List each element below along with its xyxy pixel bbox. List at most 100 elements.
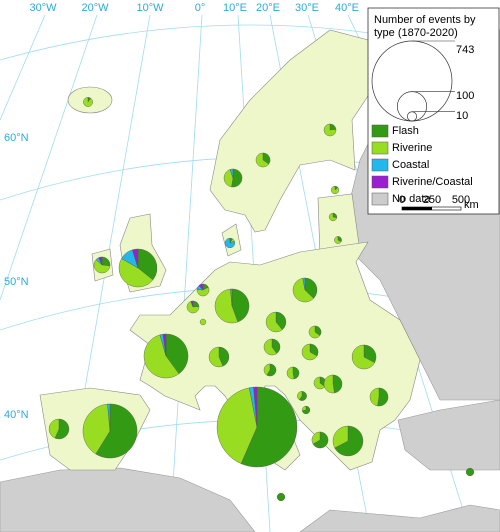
legend-swatch	[371, 141, 389, 155]
pie	[328, 212, 338, 222]
pie-wedge	[332, 425, 349, 449]
longitude-label: 20°E	[256, 2, 280, 14]
pie-wedge	[308, 325, 321, 339]
pie-wedge	[301, 405, 307, 412]
pie-wedge	[304, 277, 318, 299]
size-legend-label: 10	[456, 110, 468, 122]
latitude-label: 40°N	[4, 409, 29, 421]
pie	[224, 237, 236, 249]
pie-wedge	[286, 366, 295, 380]
legend-label: Flash	[392, 125, 419, 137]
pie	[334, 236, 342, 244]
africa	[0, 467, 256, 532]
legend-box	[367, 7, 500, 215]
pie-wedge	[216, 387, 258, 464]
pie	[323, 374, 343, 394]
scale-unit: km	[464, 199, 479, 211]
pie-wedge	[312, 431, 329, 449]
pie-wedge	[253, 386, 258, 428]
continent	[129, 241, 421, 471]
pie-wedge	[231, 288, 250, 323]
pie	[255, 152, 271, 168]
pies	[48, 97, 475, 502]
pie-wedge	[276, 492, 286, 502]
pie-wedge	[332, 374, 343, 394]
pie-wedge	[48, 418, 60, 439]
pie-wedge	[263, 338, 278, 356]
pie	[82, 403, 138, 459]
pie-wedge	[298, 391, 307, 401]
pie-wedge	[190, 300, 194, 308]
pie	[323, 123, 337, 137]
pie-wedge	[377, 387, 389, 407]
pie-wedge	[198, 283, 204, 291]
pie-wedge	[363, 344, 377, 363]
legend: 743 100 10 Flash Riverine Coastal Riverine/Coa…	[371, 40, 479, 211]
pie-wedge	[223, 169, 234, 188]
pie	[465, 467, 475, 477]
scale-label: 500	[452, 194, 470, 206]
pie-wedge	[323, 374, 335, 394]
pie	[330, 185, 340, 195]
longitude-label: 40°E	[335, 2, 359, 14]
pie-wedge	[137, 248, 158, 281]
pie-wedge	[351, 344, 375, 370]
pie	[263, 338, 281, 356]
pie	[286, 366, 300, 380]
size-legend-label: 100	[456, 90, 474, 102]
pie-wedge	[311, 431, 321, 445]
pie-wedge	[196, 287, 210, 297]
pie-wedge	[240, 386, 298, 468]
pie-wedge	[334, 236, 342, 244]
pie-wedge	[265, 311, 283, 333]
pie-wedge	[292, 366, 300, 380]
scale-label: 0	[399, 194, 405, 206]
pie-wedge	[330, 185, 340, 195]
pie	[118, 248, 158, 288]
pie	[369, 387, 389, 407]
pie	[301, 405, 311, 415]
pie-wedge	[301, 343, 318, 361]
pie-wedge	[465, 467, 475, 477]
pie-wedge	[199, 318, 207, 326]
legend-label: No data	[392, 193, 431, 205]
pie-wedge	[132, 248, 139, 269]
pie	[196, 283, 210, 297]
pie-wedge	[118, 258, 154, 288]
pie-wedge	[229, 168, 234, 179]
pie	[292, 277, 318, 303]
pie-wedge	[95, 403, 138, 459]
pie-wedge	[93, 259, 111, 274]
legend-swatch	[371, 192, 389, 206]
longitude-label: 0°	[195, 2, 206, 14]
pie-wedge	[334, 425, 364, 457]
pie	[48, 418, 70, 440]
pie-wedge	[218, 346, 230, 367]
longitude-label: 30°E	[295, 2, 319, 14]
pie	[208, 346, 230, 368]
pie	[265, 311, 287, 333]
latitude-label: 50°N	[4, 276, 29, 288]
latitude-label: 60°N	[4, 132, 29, 144]
legend-swatch	[371, 158, 389, 172]
scandinavia	[209, 29, 373, 233]
legend-label: Riverine/Coastal	[392, 176, 473, 188]
pie-wedge	[162, 333, 167, 357]
pie	[93, 256, 111, 274]
pie-wedge	[214, 288, 239, 324]
pie-wedge	[82, 403, 111, 455]
pie-wedge	[271, 338, 281, 354]
pie-wedge	[186, 301, 200, 314]
pie-wedge	[302, 277, 306, 291]
pie-wedge	[208, 346, 224, 368]
legend-title: Number of events by type (1870-2020)	[374, 14, 476, 39]
pie-wedge	[107, 403, 111, 432]
pie	[83, 97, 93, 107]
legend-swatch	[371, 175, 389, 189]
pie-wedge	[263, 363, 271, 376]
pie-wedge	[54, 418, 70, 440]
scale-label: 250	[423, 194, 441, 206]
africa-east	[299, 504, 500, 532]
pie-wedge	[292, 277, 314, 303]
